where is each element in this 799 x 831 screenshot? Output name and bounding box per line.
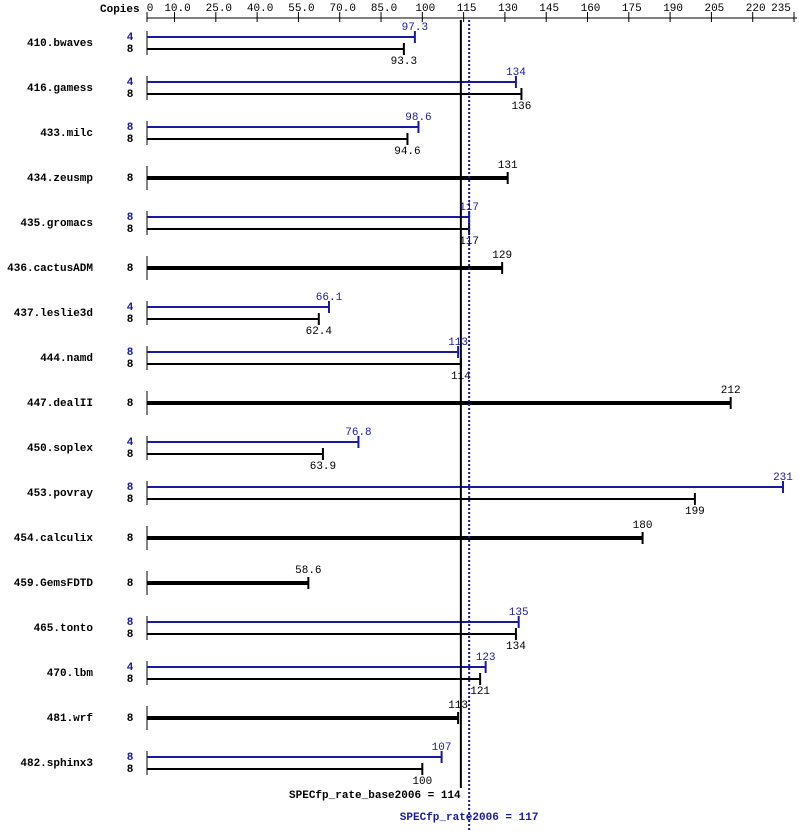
value-label: 135 [509,607,529,619]
copies-label: 8 [127,398,134,410]
value-label: 134 [506,641,526,653]
value-label: 76.8 [345,427,371,439]
x-tick-label: 115 [457,3,477,15]
value-label: 62.4 [306,326,333,338]
copies-label: 8 [127,449,134,461]
value-label: 136 [512,101,532,113]
copies-label: 4 [127,77,134,89]
x-tick-label: 55.0 [288,3,314,15]
value-label: 107 [432,742,452,754]
value-label: 212 [721,385,741,397]
copies-label: 8 [127,578,134,590]
copies-label: 8 [127,122,134,134]
x-tick-label: 235 [771,3,791,15]
x-tick-label: 0 [147,3,154,15]
benchmark-label: 454.calculix [14,533,94,545]
benchmark-label: 470.lbm [47,668,94,680]
x-tick-label: 10.0 [164,3,190,15]
copies-label: 8 [127,347,134,359]
benchmark-label: 410.bwaves [27,38,93,50]
copies-label: 8 [127,212,134,224]
value-label: 66.1 [316,292,343,304]
value-label: 123 [476,652,496,664]
copies-label: 4 [127,437,134,449]
value-label: 129 [492,250,512,262]
copies-label: 8 [127,713,134,725]
copies-label: 8 [127,764,134,776]
copies-label: 4 [127,302,134,314]
benchmark-label: 482.sphinx3 [20,758,93,770]
x-axis-label: Copies [100,4,140,16]
value-label: 100 [412,776,432,788]
benchmark-label: 444.namd [40,353,93,365]
x-tick-label: 70.0 [330,3,356,15]
reference-label: SPECfp_rate2006 = 117 [400,812,539,824]
copies-label: 8 [127,629,134,641]
value-label: 117 [459,202,479,214]
benchmark-label: 450.soplex [27,443,93,455]
value-label: 63.9 [310,461,336,473]
benchmark-label: 459.GemsFDTD [14,578,94,590]
value-label: 113 [448,700,468,712]
copies-label: 8 [127,617,134,629]
value-label: 134 [506,67,526,79]
copies-label: 8 [127,224,134,236]
x-tick-label: 130 [498,3,518,15]
value-label: 121 [470,686,490,698]
x-tick-label: 220 [746,3,766,15]
x-tick-label: 160 [581,3,601,15]
value-label: 199 [685,506,705,518]
value-label: 58.6 [295,565,321,577]
copies-label: 8 [127,173,134,185]
copies-label: 8 [127,674,134,686]
benchmark-label: 437.leslie3d [14,308,93,320]
benchmark-label: 465.tonto [34,623,94,635]
x-tick-label: 175 [622,3,642,15]
benchmark-label: 481.wrf [47,713,94,725]
value-label: 180 [633,520,653,532]
x-tick-label: 100 [415,3,435,15]
value-label: 93.3 [391,56,417,68]
value-label: 97.3 [402,22,428,34]
benchmark-label: 433.milc [40,128,93,140]
x-tick-label: 205 [704,3,724,15]
benchmark-label: 436.cactusADM [7,263,93,275]
copies-label: 8 [127,314,134,326]
copies-label: 8 [127,263,134,275]
copies-label: 8 [127,752,134,764]
copies-label: 8 [127,494,134,506]
benchmark-label: 435.gromacs [20,218,93,230]
value-label: 131 [498,160,518,172]
value-label: 113 [448,337,468,349]
value-label: 98.6 [405,112,431,124]
x-tick-label: 40.0 [247,3,273,15]
copies-label: 8 [127,533,134,545]
value-label: 94.6 [394,146,420,158]
x-tick-label: 25.0 [206,3,232,15]
benchmark-label: 434.zeusmp [27,173,93,185]
copies-label: 8 [127,44,134,56]
copies-label: 4 [127,32,134,44]
copies-label: 8 [127,482,134,494]
copies-label: 8 [127,359,134,371]
copies-label: 8 [127,89,134,101]
x-tick-label: 85.0 [371,3,397,15]
benchmark-label: 416.gamess [27,83,93,95]
benchmark-label: 447.dealII [27,398,93,410]
x-tick-label: 145 [539,3,559,15]
value-label: 231 [773,472,793,484]
x-tick-label: 190 [663,3,683,15]
copies-label: 4 [127,662,134,674]
benchmark-label: 453.povray [27,488,93,500]
reference-label: SPECfp_rate_base2006 = 114 [289,790,461,802]
copies-label: 8 [127,134,134,146]
